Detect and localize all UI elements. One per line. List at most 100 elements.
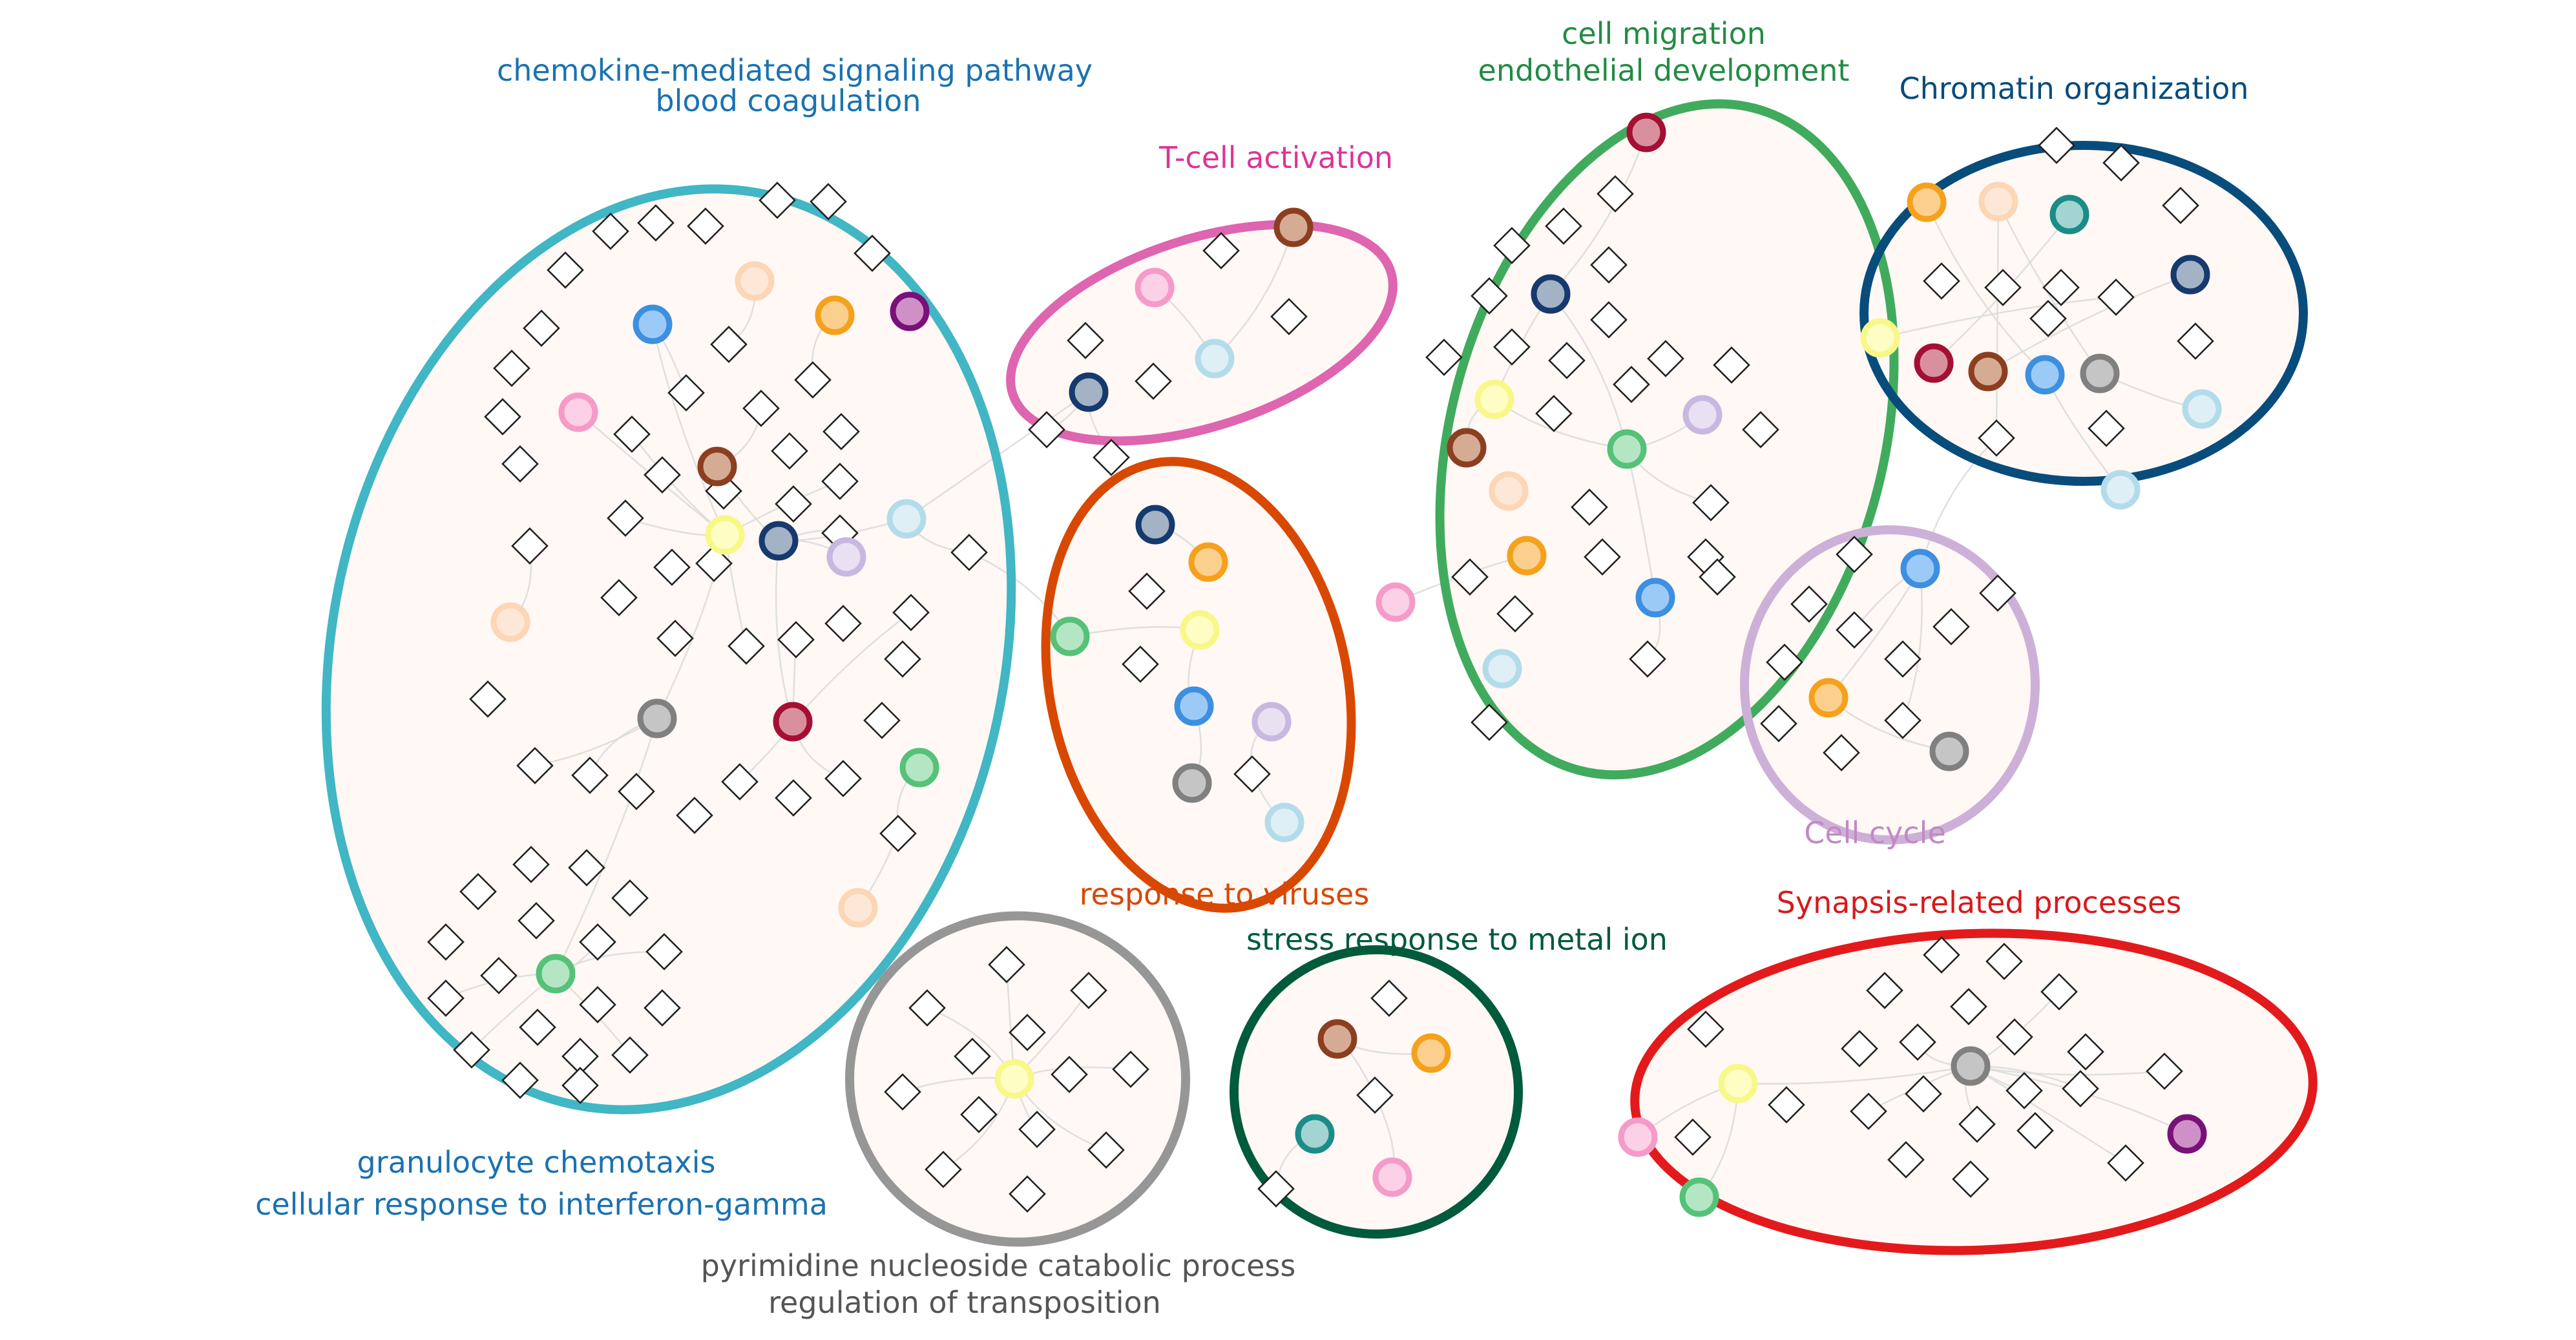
node-yellow — [1474, 379, 1514, 419]
cluster-outline-chromatin — [1859, 141, 2308, 486]
diamond-node — [2040, 973, 2078, 1010]
diamond-node — [1629, 640, 1666, 678]
diamond-node — [2067, 1033, 2104, 1071]
diamond-node — [667, 374, 705, 412]
diamond-node — [824, 760, 862, 797]
node-yellow — [1860, 318, 1900, 358]
node-gray — [637, 698, 677, 738]
node-teal — [1295, 1114, 1335, 1154]
diamond-node — [1571, 488, 1608, 526]
diamond-node — [775, 779, 812, 817]
diamond-node — [2146, 1052, 2183, 1090]
diamond-node — [1866, 972, 1903, 1009]
diamond-node — [695, 545, 733, 582]
diamond-node — [611, 1036, 649, 1074]
diamond-node — [2005, 1072, 2043, 1109]
label-granulocyte-line1: granulocyte chemotaxis — [357, 1145, 716, 1180]
edge — [1987, 273, 2191, 373]
node-blue — [1900, 549, 1940, 589]
diamond-node — [892, 594, 930, 631]
diamond-node — [512, 846, 550, 883]
label-chemokine-line2: blood coagulation — [655, 83, 921, 118]
diamond-node — [771, 432, 808, 470]
diamond-node — [2162, 187, 2199, 224]
edge — [1995, 201, 2000, 439]
node-blue — [1174, 686, 1214, 726]
node-green — [536, 954, 576, 994]
cluster-outline-viruses — [1041, 457, 1356, 913]
diamond-node — [2102, 144, 2140, 182]
label-cellcycle: Cell cycle — [1804, 815, 1946, 850]
diamond-node — [853, 235, 891, 272]
diamond-node — [1496, 595, 1534, 633]
diamond-node — [579, 923, 616, 961]
diamond-node — [618, 773, 655, 810]
diamond-node — [1425, 339, 1463, 376]
diamond-node — [2042, 269, 2080, 306]
label-tcell: T-cell activation — [1158, 140, 1393, 175]
label-pyrimidine-line1: pyrimidine nucleoside catabolic process — [701, 1248, 1296, 1283]
label-migration-line2: endothelial development — [1478, 53, 1850, 88]
diamond-node — [950, 534, 988, 571]
diamond-node — [1535, 395, 1573, 432]
diamond-node — [607, 499, 644, 537]
diamond-node — [2097, 278, 2135, 316]
diamond-node — [2107, 1144, 2144, 1182]
diamond-node — [1257, 1170, 1295, 1208]
cluster-fill-viruses — [1045, 461, 1352, 908]
diamond-node — [1932, 608, 1970, 645]
edge — [578, 412, 726, 536]
node-green — [899, 748, 939, 788]
edge — [775, 540, 794, 722]
node-gray — [2080, 353, 2120, 393]
label-stress: stress response to metal ion — [1246, 922, 1668, 957]
node-peach — [735, 261, 775, 301]
diamond-node — [1884, 702, 1922, 739]
node-purple — [2167, 1114, 2207, 1154]
diamond-node — [1950, 988, 1987, 1025]
diamond-node — [1451, 558, 1489, 596]
node-pink — [1372, 1157, 1412, 1197]
diamond-node — [884, 640, 921, 678]
diamond-node — [2062, 1070, 2099, 1107]
node-teal — [2049, 194, 2089, 235]
node-green — [1607, 429, 1647, 469]
edge — [1550, 293, 1628, 450]
diamond-node — [1836, 536, 1873, 573]
diamond-node — [925, 1151, 962, 1188]
diamond-node — [501, 445, 539, 483]
diamond-node — [1699, 558, 1736, 596]
diamond-node — [511, 527, 549, 565]
diamond-node — [519, 1009, 556, 1046]
diamond-node — [879, 815, 917, 852]
diamond-node — [728, 627, 765, 665]
edge — [1919, 437, 1997, 569]
label-viruses: response to viruses — [1080, 877, 1370, 912]
node-orange — [1808, 678, 1848, 718]
node-navy — [1531, 274, 1571, 314]
diamond-node — [561, 1067, 599, 1104]
diamond-node — [1548, 342, 1586, 379]
diamond-node — [1841, 1030, 1878, 1067]
diamond-node — [742, 390, 780, 427]
node-peach — [490, 602, 530, 642]
node-brown — [1273, 207, 1314, 247]
diamond-node — [459, 873, 497, 910]
diamond-node — [1742, 411, 1779, 448]
diamond-node — [777, 621, 815, 658]
diamond-node — [427, 979, 465, 1017]
node-orange — [815, 295, 855, 335]
diamond-node — [516, 747, 554, 784]
node-peach — [1489, 471, 1529, 511]
diamond-node — [1766, 644, 1803, 681]
diamond-node — [1985, 943, 2023, 980]
node-brown — [1317, 1019, 1357, 1059]
diamond-node — [821, 463, 859, 500]
node-brown — [697, 446, 737, 487]
node-blue — [633, 304, 673, 344]
diamond-node — [547, 251, 584, 289]
cluster-outline-migration — [1435, 99, 1899, 780]
diamond-node — [1370, 979, 1408, 1017]
diamond-node — [1958, 1105, 1996, 1143]
